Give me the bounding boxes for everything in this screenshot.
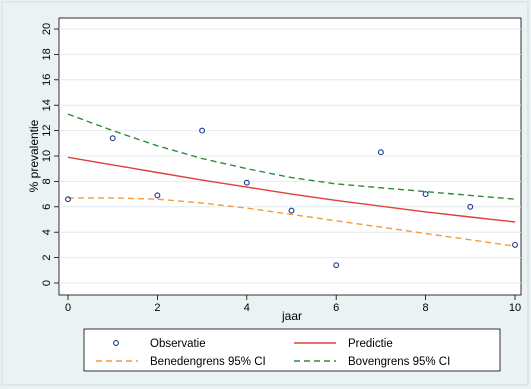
y-tick-label: 0 <box>41 280 53 286</box>
legend-label: Predictie <box>348 338 393 350</box>
data-point <box>199 127 206 134</box>
y-tick-label: 4 <box>41 229 53 235</box>
x-tick-label: 8 <box>423 302 429 314</box>
legend-label: Observatie <box>150 338 206 350</box>
y-tick-label: 16 <box>41 74 53 86</box>
gridlines <box>59 28 521 284</box>
series-layer <box>65 113 518 269</box>
legend: Observatie Predictie Benedengrens 95% CI Bo… <box>83 328 501 372</box>
y-tick-label: 20 <box>41 23 53 35</box>
legend-marker <box>113 340 119 346</box>
y-tick-label: 18 <box>41 48 53 60</box>
data-point <box>288 207 295 214</box>
x-tick-label: 2 <box>154 302 160 314</box>
data-point <box>422 191 429 198</box>
legend-label: Benedengrens 95% CI <box>150 356 266 368</box>
data-point <box>333 262 340 269</box>
x-axis-title: jaar <box>281 309 302 323</box>
y-tick-label: 6 <box>41 204 53 210</box>
y-tick-label: 2 <box>41 255 53 261</box>
data-point <box>512 241 518 248</box>
y-tick-label: 12 <box>41 124 53 136</box>
y-axis-title: % prevalentie <box>27 119 41 192</box>
axes: 0 2 4 6 8 10 12 14 16 18 20 0 2 4 6 8 10 <box>41 23 521 314</box>
legend-box <box>83 328 501 372</box>
x-tick-label: 10 <box>509 302 521 314</box>
series-line-benedengrens-95-ci <box>68 197 516 247</box>
data-point <box>467 203 474 210</box>
legend-label: Bovengrens 95% CI <box>348 356 450 368</box>
series-line-predictie <box>67 156 516 223</box>
series-line-bovengrens-95-ci <box>67 113 516 200</box>
data-point <box>154 192 161 199</box>
y-tick-label: 10 <box>41 150 53 162</box>
x-tick-label: 0 <box>65 302 71 314</box>
x-tick-label: 4 <box>244 302 250 314</box>
data-point <box>65 196 71 203</box>
y-tick-label: 14 <box>41 99 53 111</box>
data-point <box>377 149 384 156</box>
x-tick-label: 6 <box>333 302 339 314</box>
y-tick-label: 8 <box>41 178 53 184</box>
data-point <box>243 179 250 186</box>
data-point <box>109 135 116 142</box>
